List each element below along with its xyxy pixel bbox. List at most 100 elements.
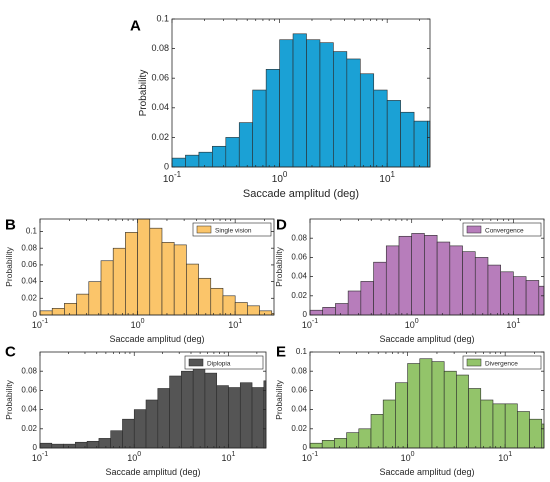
bar bbox=[39, 442, 53, 449]
bar bbox=[395, 382, 408, 449]
bar bbox=[247, 305, 260, 316]
x-axis-label: Saccade amplitud (deg) bbox=[379, 334, 474, 344]
y-tick-label: 0.02 bbox=[291, 424, 307, 433]
y-tick-label: 0.06 bbox=[21, 386, 37, 395]
bar bbox=[370, 414, 384, 449]
bar bbox=[279, 39, 294, 168]
legend-label: Diplopia bbox=[207, 361, 231, 368]
bar bbox=[517, 411, 530, 449]
bar bbox=[216, 385, 229, 449]
bar bbox=[436, 241, 451, 316]
bar bbox=[98, 438, 111, 449]
bar bbox=[251, 387, 265, 449]
bar bbox=[309, 442, 323, 449]
bar bbox=[335, 303, 349, 316]
panel-letter: C bbox=[5, 343, 16, 360]
bar bbox=[198, 277, 212, 316]
legend-label: Convergence bbox=[485, 228, 524, 235]
y-tick-label: 0.06 bbox=[291, 253, 307, 262]
bar bbox=[525, 280, 540, 316]
bar bbox=[500, 271, 514, 316]
bar bbox=[86, 440, 100, 449]
y-tick-label: 0.04 bbox=[291, 405, 307, 414]
x-tick-label: 101 bbox=[222, 451, 236, 463]
y-tick-label: 0.02 bbox=[21, 424, 37, 433]
panel-b: B 0 0.02 0.04 0.06 0.08 0.1 10-1 100 101 Saccade a… bbox=[4, 216, 275, 344]
bar bbox=[424, 235, 438, 316]
legend-box bbox=[192, 222, 272, 237]
bar bbox=[225, 137, 240, 168]
bar bbox=[133, 409, 147, 449]
bar bbox=[265, 69, 280, 168]
bar bbox=[239, 382, 253, 449]
axes-box bbox=[39, 218, 275, 316]
bar bbox=[149, 227, 163, 316]
y-tick-label: 0.02 bbox=[151, 132, 169, 142]
bar bbox=[487, 264, 501, 316]
bar bbox=[252, 89, 267, 168]
y-tick-label: 0.06 bbox=[151, 73, 169, 83]
y-axis-label: Probability bbox=[274, 379, 284, 419]
y-tick-label: 0.08 bbox=[21, 366, 37, 375]
bar bbox=[504, 403, 518, 449]
y-tick-label: 0 bbox=[33, 443, 38, 452]
bar bbox=[75, 441, 88, 449]
bar bbox=[385, 245, 400, 316]
bar bbox=[228, 387, 241, 449]
y-axis-label: Probability bbox=[4, 246, 14, 286]
bar bbox=[112, 247, 126, 316]
y-tick-label: 0 bbox=[303, 310, 308, 319]
bar bbox=[169, 375, 182, 449]
bar bbox=[468, 388, 482, 449]
bar bbox=[137, 218, 151, 316]
bar bbox=[513, 276, 527, 316]
panel-a: A 0 0.02 0.04 0.06 0.08 0.1 10-1 100 101 Saccade a… bbox=[130, 13, 431, 200]
panel-letter: B bbox=[5, 216, 16, 233]
bar bbox=[358, 428, 372, 449]
bar bbox=[185, 154, 200, 168]
y-tick-label: 0 bbox=[33, 310, 38, 319]
bar bbox=[462, 251, 476, 316]
bar bbox=[210, 287, 224, 316]
x-axis-label: Saccade amplitud (deg) bbox=[109, 334, 204, 344]
bar bbox=[51, 308, 65, 316]
bar bbox=[173, 244, 187, 316]
bar bbox=[198, 151, 213, 168]
panel-letter: E bbox=[276, 343, 286, 360]
bar bbox=[529, 418, 543, 449]
bar bbox=[88, 281, 102, 316]
axes-box bbox=[171, 18, 431, 168]
legend-label: Divergence bbox=[485, 361, 518, 368]
y-tick-label: 0.08 bbox=[291, 233, 307, 242]
bar bbox=[347, 290, 362, 316]
bar bbox=[259, 310, 273, 316]
x-tick-label: 10-1 bbox=[163, 170, 182, 185]
bar bbox=[346, 58, 361, 168]
bar bbox=[76, 293, 90, 316]
legend-box bbox=[184, 355, 264, 370]
legend: Diplopia bbox=[184, 355, 264, 370]
y-tick-label: 0.02 bbox=[21, 293, 37, 302]
y-axis-label: Probability bbox=[4, 379, 14, 419]
bar bbox=[322, 307, 336, 316]
bar bbox=[400, 111, 415, 168]
x-tick-label: 100 bbox=[272, 170, 288, 185]
legend-swatch bbox=[466, 225, 482, 234]
y-tick-label: 0.06 bbox=[21, 260, 37, 269]
bar bbox=[334, 438, 347, 449]
bar bbox=[474, 257, 489, 316]
bar bbox=[238, 122, 253, 168]
bar bbox=[413, 120, 428, 168]
bar bbox=[100, 260, 114, 316]
bar bbox=[419, 358, 433, 449]
y-tick-label: 0.04 bbox=[291, 272, 307, 281]
x-tick-label: 100 bbox=[127, 451, 141, 463]
bar bbox=[443, 370, 457, 449]
bar bbox=[122, 418, 135, 449]
bars bbox=[171, 33, 431, 168]
x-tick-label: 101 bbox=[506, 318, 520, 330]
panel-d: D 0 0.02 0.04 0.06 0.08 10-1 100 101 Saccade ampl… bbox=[274, 216, 545, 344]
legend: Convergence bbox=[462, 222, 542, 237]
bar bbox=[538, 285, 545, 316]
bar bbox=[63, 443, 76, 449]
